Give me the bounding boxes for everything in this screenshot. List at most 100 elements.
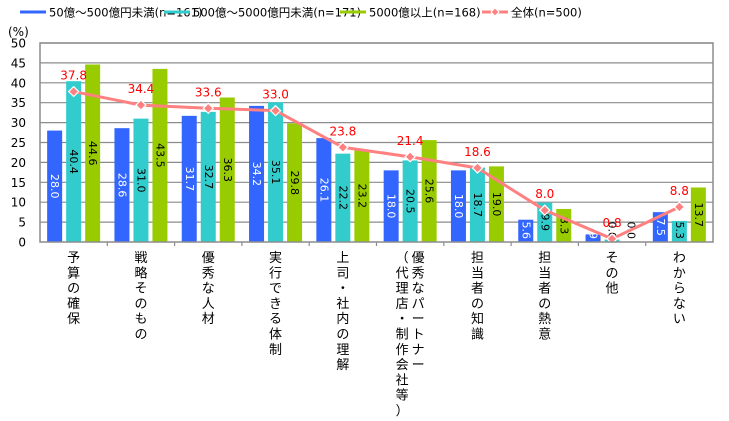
- bar: [450, 170, 466, 242]
- x-axis-label-char: 社: [396, 372, 409, 388]
- y-tick-label: 45: [11, 56, 26, 70]
- bar: [66, 81, 82, 242]
- total-value-label: 0.8: [603, 216, 622, 230]
- bar: [518, 219, 534, 242]
- total-value-label: 37.8: [60, 69, 87, 83]
- x-axis-label-char: 実: [269, 250, 282, 266]
- bar-value-label: 20.5: [404, 189, 417, 214]
- y-tick-label: 0: [18, 236, 26, 250]
- x-axis-label-char: 担: [471, 251, 484, 266]
- x-axis-label-char: 店: [396, 297, 409, 312]
- x-axis-label-char: 略: [134, 265, 147, 281]
- legend-marker: [490, 7, 500, 17]
- total-line-marker: [269, 104, 282, 117]
- x-axis-label-char: 等: [396, 388, 409, 404]
- legend-item: 50億～500億円未満(n=161): [20, 6, 202, 20]
- x-axis-label-char: の: [67, 282, 80, 297]
- x-axis-label-char: 材: [202, 312, 215, 327]
- bar-value-label: 40.4: [67, 149, 80, 174]
- total-line-marker: [538, 204, 551, 217]
- bar-value-label: 36.3: [221, 158, 234, 183]
- total-value-label: 8.8: [670, 184, 689, 198]
- x-axis-label-char: 保: [67, 312, 80, 327]
- x-axis-label-char: 制: [396, 328, 409, 343]
- total-line-marker: [404, 150, 416, 163]
- bar-value-label: 18.0: [452, 194, 465, 219]
- total-value-label: 33.0: [262, 88, 289, 102]
- bar-value-label: 32.7: [202, 165, 215, 190]
- x-axis-label-char: る: [269, 312, 282, 327]
- bar-value-label: 35.1: [269, 160, 282, 185]
- y-tick-label: 35: [11, 96, 26, 110]
- bar: [469, 167, 485, 242]
- x-axis-label-char: 識: [471, 328, 484, 343]
- x-axis-label-char: 秀: [202, 266, 215, 281]
- bar: [652, 212, 668, 242]
- x-axis-label-char: わ: [673, 251, 686, 266]
- total-line: 37.8 34.4 33.6 33.0 23.8 21.4 18.6 8.0 0.8 8.8: [60, 69, 689, 245]
- bar-value-label: 31.0: [134, 168, 147, 193]
- legend-label: 500億～5000億円未満(n=171): [193, 6, 361, 20]
- x-axis-label-char: パ: [412, 297, 425, 312]
- total-value-label: 18.6: [464, 145, 491, 159]
- total-value-label: 23.8: [329, 124, 356, 138]
- bar: [249, 105, 265, 242]
- bar-value-label: 22.2: [336, 186, 349, 211]
- x-axis-label-char: き: [269, 297, 282, 312]
- bar: [152, 68, 168, 243]
- x-axis-label-char: 上: [336, 251, 349, 266]
- x-axis-label-char: 優: [412, 251, 425, 266]
- total-line-marker: [67, 85, 80, 98]
- x-axis-label-char: そ: [606, 251, 619, 266]
- x-axis-label-char: ナ: [412, 343, 425, 358]
- bar: [383, 170, 399, 242]
- bar-value-label: 5.6: [519, 221, 532, 239]
- x-axis-label-char: の: [336, 328, 349, 343]
- x-axis-label-char: な: [412, 282, 425, 297]
- x-axis-label-char: 優: [202, 251, 215, 266]
- bar-value-label: 5.3: [673, 221, 686, 239]
- x-axis-label-char: 者: [538, 282, 551, 297]
- bar: [316, 138, 332, 242]
- bars: [47, 64, 706, 246]
- bar-value-label: 7.5: [654, 218, 667, 236]
- x-axis-label-char: 解: [336, 358, 349, 373]
- x-axis-label-char: 理: [336, 343, 349, 358]
- bar-value-label: 18.0: [385, 194, 398, 219]
- bar: [133, 118, 149, 242]
- bar-value-label: 25.6: [423, 179, 436, 204]
- x-axis-label-char: な: [202, 282, 215, 297]
- x-axis-label-char: 確: [67, 296, 80, 312]
- x-axis-labels: 予算の確保戦略そのもの優秀な人材実行できる体制上司・社内の理解優秀なパートナー（…: [67, 250, 686, 419]
- bar-value-label: 31.7: [183, 167, 196, 192]
- y-tick-label: 10: [11, 196, 26, 210]
- x-axis-label-char: い: [673, 312, 686, 327]
- x-axis-label-char: な: [673, 297, 686, 312]
- x-axis-label-char: の: [538, 297, 551, 312]
- x-axis-label-char: 知: [471, 311, 484, 327]
- total-line-marker: [673, 201, 686, 213]
- bar-value-label: 18.7: [471, 193, 484, 218]
- x-axis-label-char: ト: [412, 328, 425, 343]
- bar: [181, 115, 197, 242]
- legend-label: 50億～500億円未満(n=161): [49, 6, 202, 20]
- x-axis-label-char: 内: [336, 311, 349, 327]
- x-axis-label: その他: [606, 251, 619, 297]
- y-tick-label: 40: [11, 76, 26, 90]
- x-axis-label-char: 代: [396, 266, 409, 281]
- total-line-marker: [471, 162, 484, 174]
- total-line-marker: [202, 102, 215, 115]
- legend: 50億～500億円未満(n=161)500億～5000億円未満(n=171) 50…: [20, 6, 582, 20]
- x-axis-label-char: 意: [538, 327, 551, 343]
- bar-value-label: 44.6: [86, 141, 99, 166]
